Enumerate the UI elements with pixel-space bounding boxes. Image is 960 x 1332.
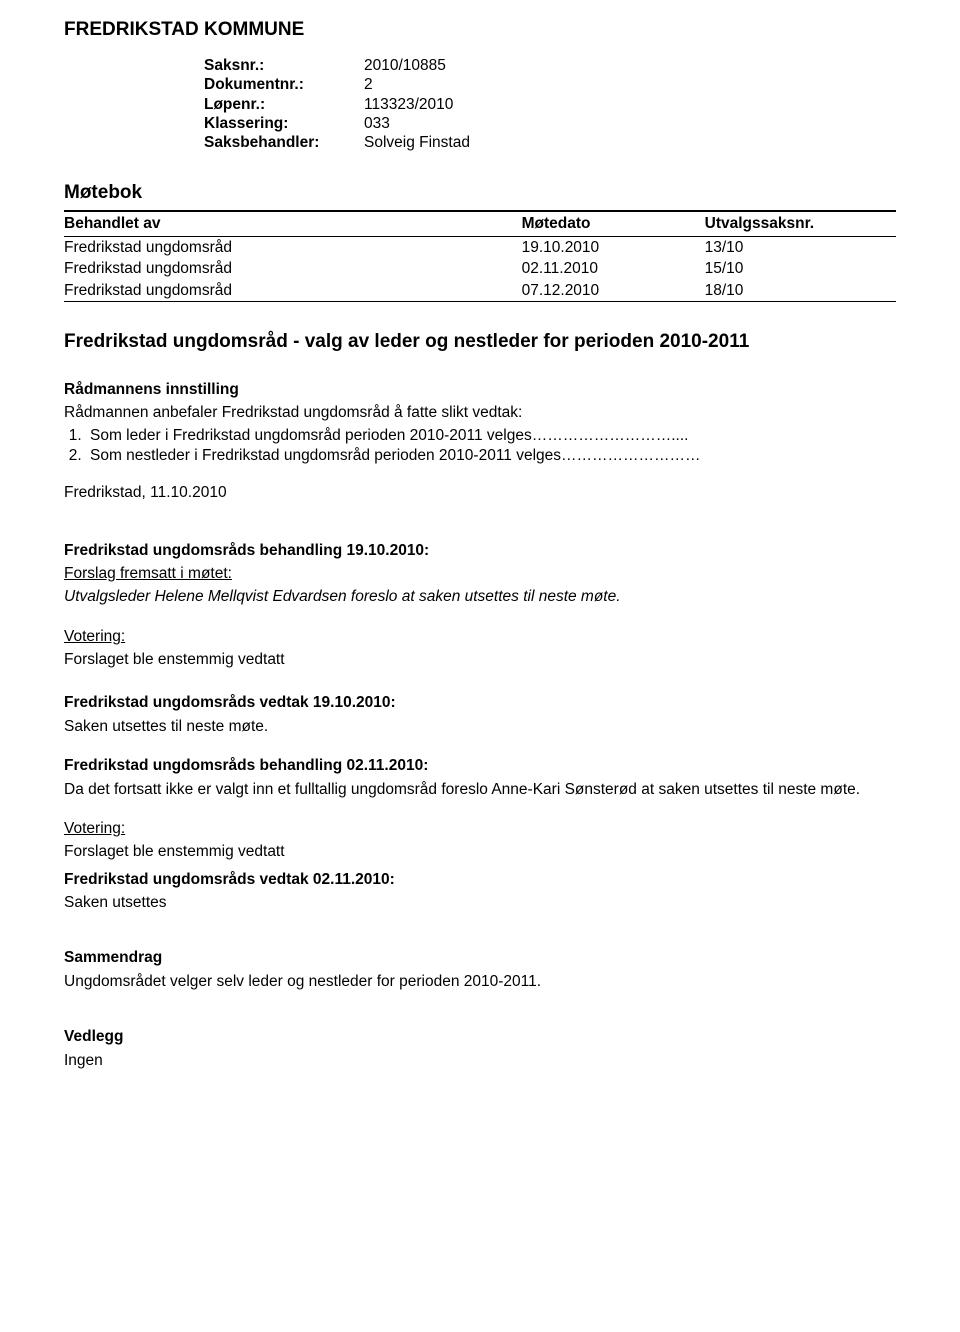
behandling2-heading: Fredrikstad ungdomsråds behandling 02.11… bbox=[64, 756, 896, 775]
case-th-date: Møtedato bbox=[522, 211, 705, 236]
meta-label: Saksbehandler: bbox=[204, 133, 364, 152]
table-row: Fredrikstad ungdomsråd 02.11.2010 15/10 bbox=[64, 258, 896, 279]
innstilling-list: Som leder i Fredrikstad ungdomsråd perio… bbox=[64, 426, 896, 465]
votering-label: Votering: bbox=[64, 627, 896, 646]
votering-text-2: Forslaget ble enstemmig vedtatt bbox=[64, 842, 896, 861]
vedlegg-heading: Vedlegg bbox=[64, 1027, 896, 1046]
case-table-header-row: Behandlet av Møtedato Utvalgssaksnr. bbox=[64, 211, 896, 236]
meta-value: 2 bbox=[364, 75, 896, 94]
forslag-label: Forslag fremsatt i møtet: bbox=[64, 564, 896, 583]
sammendrag-text: Ungdomsrådet velger selv leder og nestle… bbox=[64, 972, 896, 991]
votering-label-2: Votering: bbox=[64, 819, 896, 838]
case-td-body: Fredrikstad ungdomsråd bbox=[64, 280, 522, 302]
meta-label: Klassering: bbox=[204, 114, 364, 133]
meta-block: Saksnr.: 2010/10885 Dokumentnr.: 2 Løpen… bbox=[204, 56, 896, 153]
case-td-num: 15/10 bbox=[705, 258, 896, 279]
votering-text: Forslaget ble enstemmig vedtatt bbox=[64, 650, 896, 669]
table-row: Fredrikstad ungdomsråd 19.10.2010 13/10 bbox=[64, 236, 896, 258]
list-item: Som leder i Fredrikstad ungdomsråd perio… bbox=[86, 426, 896, 445]
vedtak2-heading: Fredrikstad ungdomsråds vedtak 02.11.201… bbox=[64, 870, 896, 889]
meta-label: Saksnr.: bbox=[204, 56, 364, 75]
vedtak2-text: Saken utsettes bbox=[64, 893, 896, 912]
behandling2-text: Da det fortsatt ikke er valgt inn et ful… bbox=[64, 780, 896, 799]
fredrikstad-date: Fredrikstad, 11.10.2010 bbox=[64, 483, 896, 502]
case-td-body: Fredrikstad ungdomsråd bbox=[64, 258, 522, 279]
motebok-title: Møtebok bbox=[64, 181, 896, 205]
meta-row-saksnr: Saksnr.: 2010/10885 bbox=[204, 56, 896, 75]
case-td-date: 07.12.2010 bbox=[522, 280, 705, 302]
case-th-num: Utvalgssaksnr. bbox=[705, 211, 896, 236]
case-td-date: 02.11.2010 bbox=[522, 258, 705, 279]
vedtak1-text: Saken utsettes til neste møte. bbox=[64, 717, 896, 736]
meta-row-saksbehandler: Saksbehandler: Solveig Finstad bbox=[204, 133, 896, 152]
meta-label: Løpenr.: bbox=[204, 95, 364, 114]
case-td-num: 18/10 bbox=[705, 280, 896, 302]
meta-value: 033 bbox=[364, 114, 896, 133]
meta-value: 2010/10885 bbox=[364, 56, 896, 75]
innstilling-heading: Rådmannens innstilling bbox=[64, 380, 896, 399]
case-td-num: 13/10 bbox=[705, 236, 896, 258]
case-td-date: 19.10.2010 bbox=[522, 236, 705, 258]
case-td-body: Fredrikstad ungdomsråd bbox=[64, 236, 522, 258]
meta-label: Dokumentnr.: bbox=[204, 75, 364, 94]
sammendrag-heading: Sammendrag bbox=[64, 948, 896, 967]
meta-row-klassering: Klassering: 033 bbox=[204, 114, 896, 133]
forslag1-text: Utvalgsleder Helene Mellqvist Edvardsen … bbox=[64, 587, 896, 606]
meta-value: Solveig Finstad bbox=[364, 133, 896, 152]
case-heading: Fredrikstad ungdomsråd - valg av leder o… bbox=[64, 330, 896, 354]
innstilling-intro: Rådmannen anbefaler Fredrikstad ungdomsr… bbox=[64, 403, 896, 422]
table-row: Fredrikstad ungdomsråd 07.12.2010 18/10 bbox=[64, 280, 896, 302]
meta-row-dokumentnr: Dokumentnr.: 2 bbox=[204, 75, 896, 94]
org-title: FREDRIKSTAD KOMMUNE bbox=[64, 18, 896, 42]
meta-value: 113323/2010 bbox=[364, 95, 896, 114]
case-table: Behandlet av Møtedato Utvalgssaksnr. Fre… bbox=[64, 210, 896, 302]
meta-row-lopenr: Løpenr.: 113323/2010 bbox=[204, 95, 896, 114]
behandling1-heading: Fredrikstad ungdomsråds behandling 19.10… bbox=[64, 541, 896, 560]
vedtak1-heading: Fredrikstad ungdomsråds vedtak 19.10.201… bbox=[64, 693, 896, 712]
vedlegg-text: Ingen bbox=[64, 1051, 896, 1070]
case-th-body: Behandlet av bbox=[64, 211, 522, 236]
list-item: Som nestleder i Fredrikstad ungdomsråd p… bbox=[86, 446, 896, 465]
